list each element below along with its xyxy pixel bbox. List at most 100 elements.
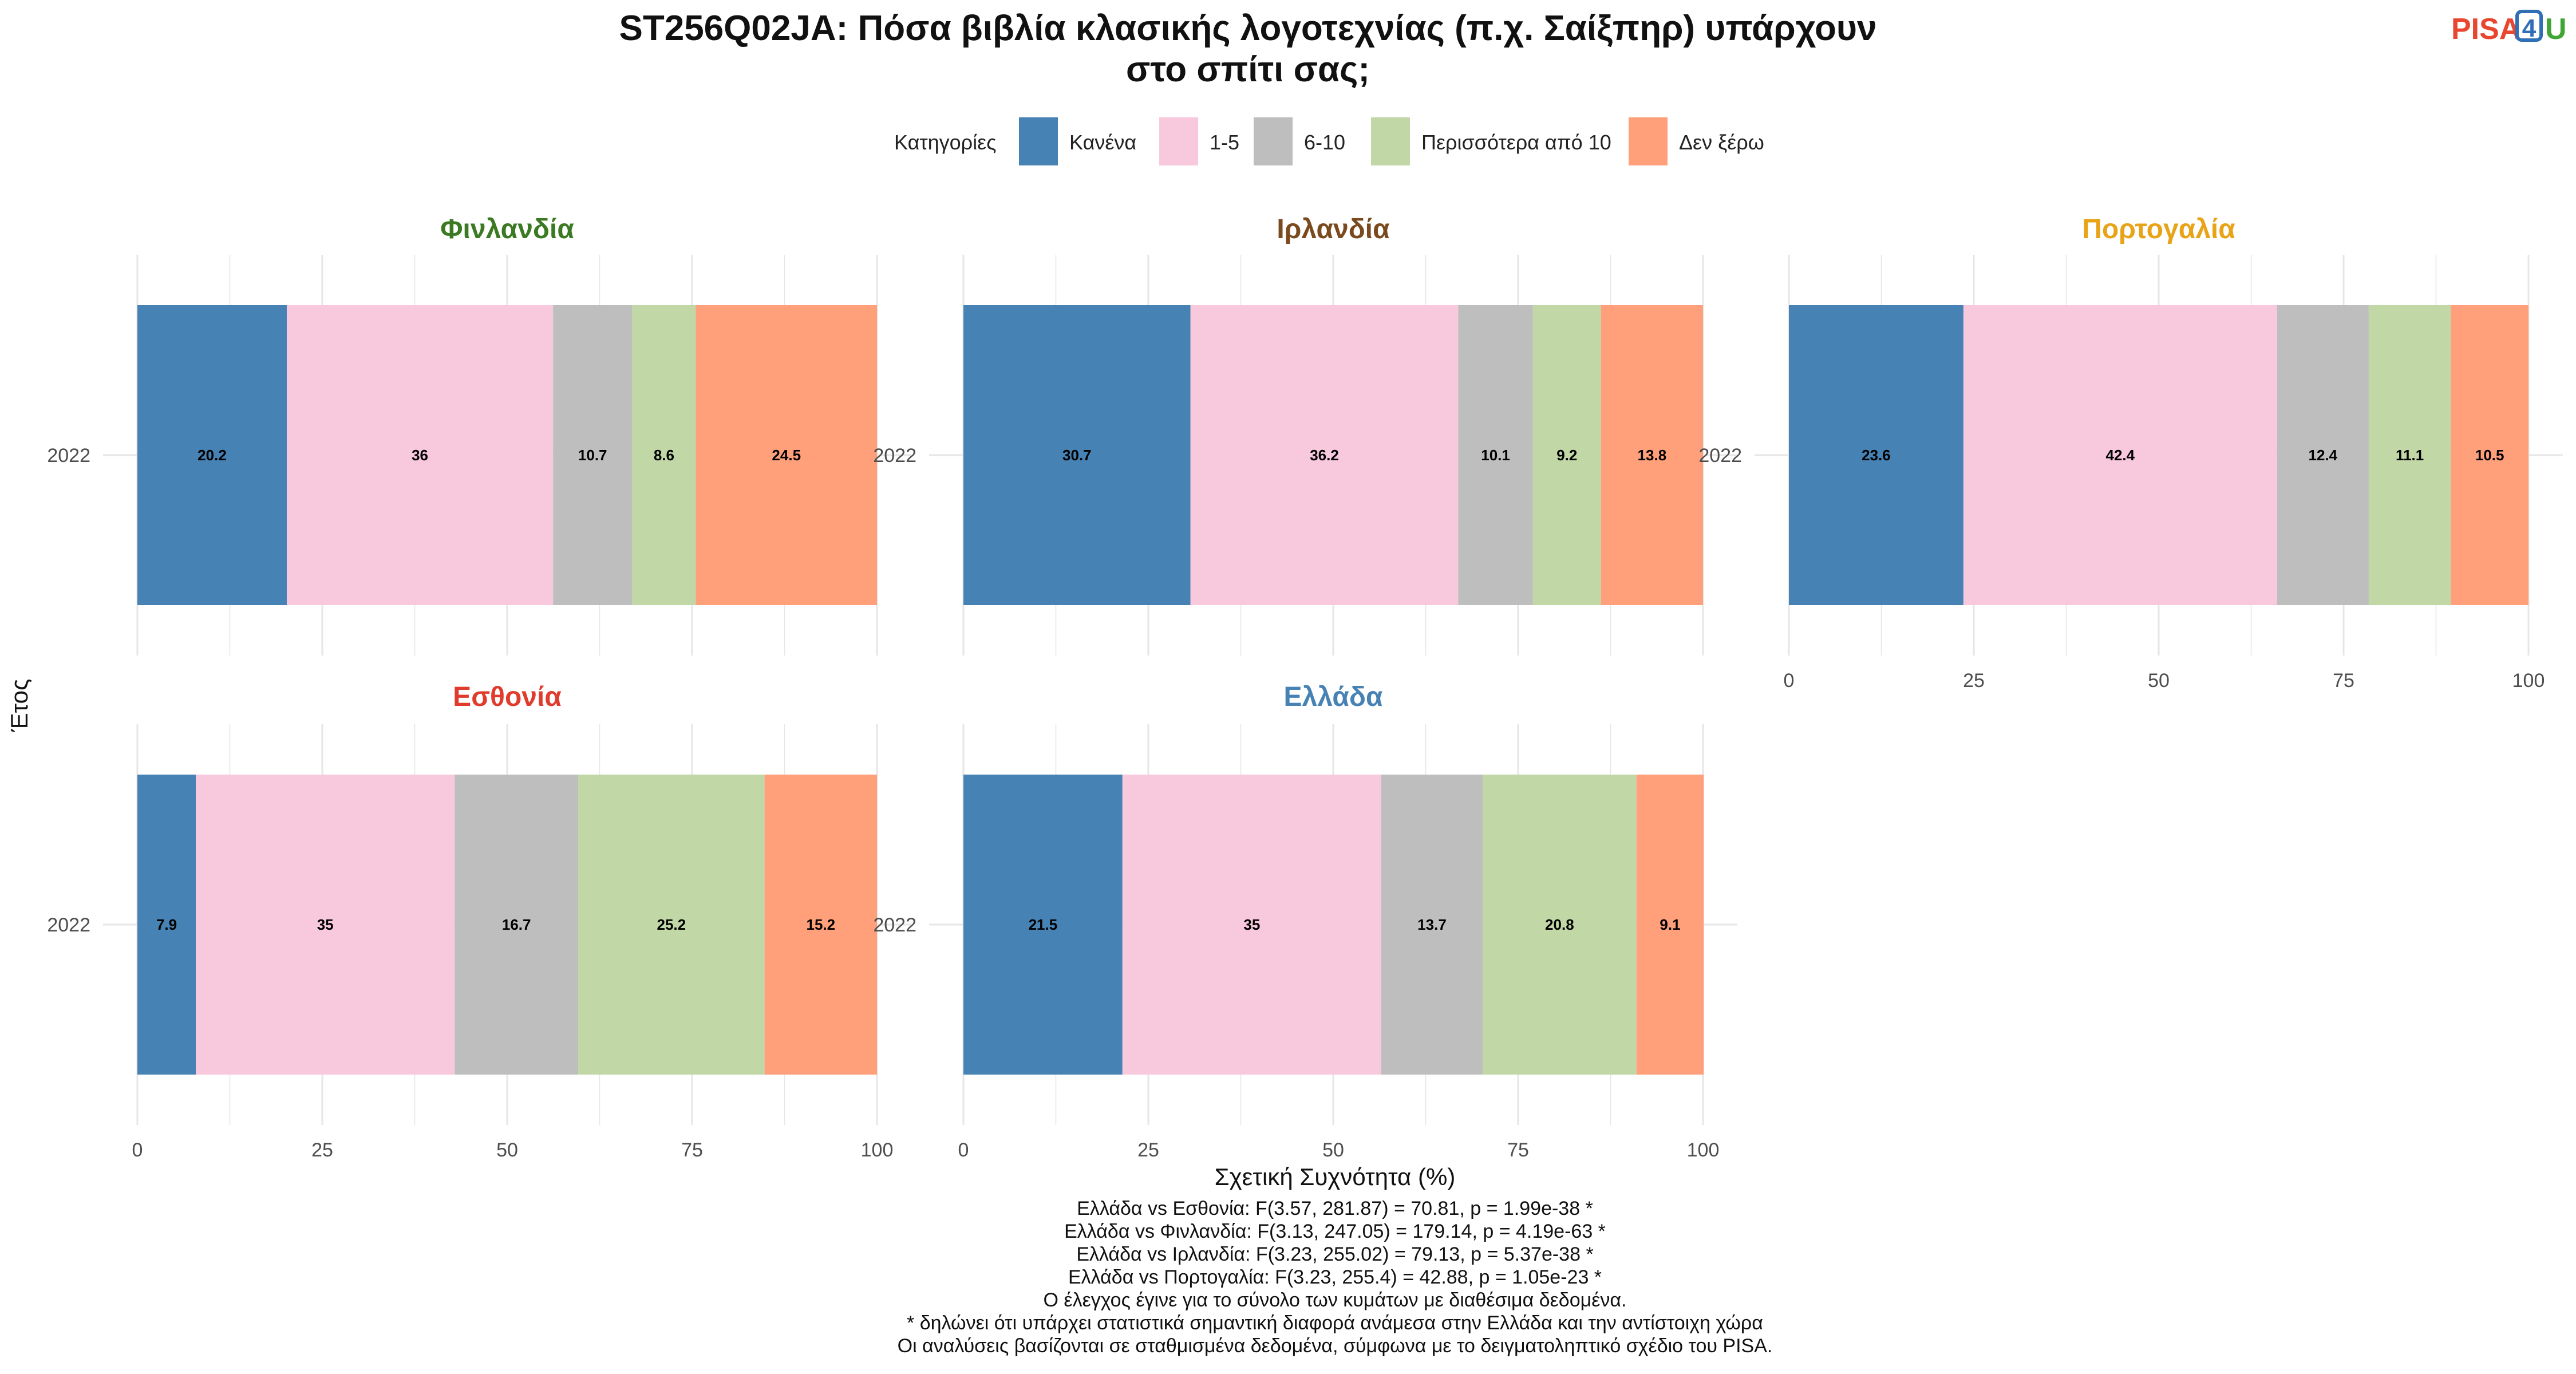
caption: Ελλάδα vs Εσθονία: F(3.57, 281.87) = 70.…	[898, 1198, 1773, 1357]
caption-line: Ελλάδα vs Πορτογαλία: F(3.23, 255.4) = 4…	[1068, 1266, 1602, 1288]
chart-title-line-2: στο σπίτι σας;	[1126, 50, 1370, 89]
panel: Πορτογαλία 2022 23.6 42.4 12.4 11.1 10.5 0 25 50 7…	[1698, 214, 2563, 692]
bar-value-label: 20.8	[1545, 916, 1574, 933]
legend-item: 6-10	[1254, 117, 1345, 165]
bar-value-label: 36.2	[1310, 447, 1339, 464]
y-tick-label: 2022	[47, 914, 90, 936]
bar-value-label: 11.1	[2396, 447, 2424, 464]
x-tick-label: 50	[2148, 670, 2170, 692]
bar-segment	[455, 775, 579, 1075]
bar-value-label: 25.2	[657, 916, 686, 933]
bar-value-label: 21.5	[1029, 916, 1058, 933]
x-tick-label: 50	[1322, 1139, 1344, 1161]
bar-value-label: 10.7	[578, 447, 607, 464]
x-tick-label: 75	[681, 1139, 703, 1161]
panel-title: Εσθονία	[453, 682, 562, 712]
chart-title-line-1: ST256Q02JA: Πόσα βιβλία κλασικής λογοτεχ…	[619, 9, 1876, 48]
legend-title: Κατηγορίες	[894, 131, 997, 154]
caption-line: Ελλάδα vs Φινλανδία: F(3.13, 247.05) = 1…	[1064, 1221, 1606, 1242]
bar-value-label: 12.4	[2309, 447, 2338, 464]
bar-value-label: 13.8	[1638, 447, 1667, 464]
bar-value-label: 9.2	[1556, 447, 1577, 464]
legend-swatch	[1254, 117, 1293, 165]
x-tick-label: 50	[496, 1139, 518, 1161]
legend-label: Κανένα	[1069, 131, 1136, 154]
legend: Κατηγορίες Κανένα 1-5 6-10 Περισσότερα από 1…	[894, 117, 1764, 165]
panels: Φινλανδία 2022 20.2 36 10.7 8.6 24.5 Ιρλανδία 20…	[47, 214, 2563, 1161]
bar-value-label: 10.5	[2475, 447, 2504, 464]
chart-title: ST256Q02JA: Πόσα βιβλία κλασικής λογοτεχ…	[619, 9, 1876, 89]
bar-segment	[196, 775, 455, 1075]
panel: Φινλανδία 2022 20.2 36 10.7 8.6 24.5	[47, 214, 911, 656]
bar-segment	[2277, 305, 2369, 605]
legend-swatch	[1159, 117, 1198, 165]
logo-pisa: PISA	[2451, 13, 2520, 46]
bar-value-label: 9.1	[1660, 916, 1680, 933]
legend-label: Περισσότερα από 10	[1421, 131, 1611, 154]
legend-item: 1-5	[1159, 117, 1239, 165]
panel: Ιρλανδία 2022 30.7 36.2 10.1 9.2 13.8	[873, 214, 1737, 656]
bar-value-label: 15.2	[807, 916, 836, 933]
bar-segment	[1789, 305, 1963, 605]
panel-title: Ιρλανδία	[1277, 214, 1390, 244]
x-axis-title: Σχετική Συχνότητα (%)	[1215, 1163, 1456, 1190]
bar-segment	[137, 305, 287, 605]
x-tick-label: 25	[1963, 670, 1985, 692]
bar-segment	[764, 775, 877, 1075]
x-tick-label: 25	[311, 1139, 333, 1161]
legend-item: Περισσότερα από 10	[1371, 117, 1611, 165]
x-tick-label: 0	[958, 1139, 969, 1161]
caption-line: Ελλάδα vs Ιρλανδία: F(3.23, 255.02) = 79…	[1076, 1243, 1593, 1265]
x-tick-label: 0	[132, 1139, 143, 1161]
bar-segment	[1190, 305, 1459, 605]
y-tick-label: 2022	[1698, 445, 1742, 467]
bar-value-label: 23.6	[1862, 447, 1891, 464]
bar-segment	[578, 775, 765, 1075]
y-tick-label: 2022	[873, 914, 916, 936]
panel-title: Ελλάδα	[1284, 682, 1383, 712]
caption-line: Ο έλεγχος έγινε για το σύνολο των κυμάτω…	[1044, 1289, 1627, 1311]
caption-line: * δηλώνει ότι υπάρχει στατιστικά σημαντι…	[907, 1312, 1763, 1334]
bar-segment	[1963, 305, 2277, 605]
bar-value-label: 42.4	[2106, 447, 2135, 464]
legend-swatch	[1019, 117, 1058, 165]
pisa4u-logo: PISA 4 U	[2451, 10, 2567, 46]
bar-segment	[1482, 775, 1637, 1075]
legend-item: Δεν ξέρω	[1629, 117, 1764, 165]
bar-value-label: 10.1	[1481, 447, 1510, 464]
x-tick-label: 100	[861, 1139, 894, 1161]
bar-segment	[1381, 775, 1483, 1075]
panel: Εσθονία 2022 7.9 35 16.7 25.2 15.2 0 25 50 75 100	[47, 682, 911, 1161]
logo-four: 4	[2522, 14, 2537, 42]
x-tick-label: 75	[1507, 1139, 1529, 1161]
bar-segment	[1532, 305, 1601, 605]
bar-segment	[137, 775, 196, 1075]
bar-value-label: 7.9	[156, 916, 177, 933]
legend-item: Κανένα	[1019, 117, 1136, 165]
legend-label: 6-10	[1304, 131, 1345, 154]
bar-segment	[632, 305, 696, 605]
bar-segment	[696, 305, 877, 605]
logo-u: U	[2545, 13, 2567, 46]
bar-segment	[1122, 775, 1381, 1075]
logo-box	[2515, 10, 2543, 42]
bar-value-label: 16.7	[502, 916, 531, 933]
bar-segment	[963, 305, 1191, 605]
x-tick-label: 100	[2512, 670, 2545, 692]
bar-value-label: 24.5	[772, 447, 801, 464]
x-tick-label: 75	[2333, 670, 2354, 692]
bar-segment	[1636, 775, 1704, 1075]
y-tick-label: 2022	[47, 445, 90, 467]
bar-segment	[2451, 305, 2528, 605]
panel-title: Φινλανδία	[440, 214, 574, 244]
bar-value-label: 8.6	[654, 447, 674, 464]
bar-segment	[2368, 305, 2451, 605]
bar-segment	[1601, 305, 1703, 605]
legend-label: Δεν ξέρω	[1679, 131, 1764, 154]
legend-label: 1-5	[1210, 131, 1239, 154]
bar-segment	[1458, 305, 1533, 605]
x-tick-label: 100	[1687, 1139, 1720, 1161]
bar-segment	[963, 775, 1123, 1075]
panel-title: Πορτογαλία	[2082, 214, 2235, 244]
